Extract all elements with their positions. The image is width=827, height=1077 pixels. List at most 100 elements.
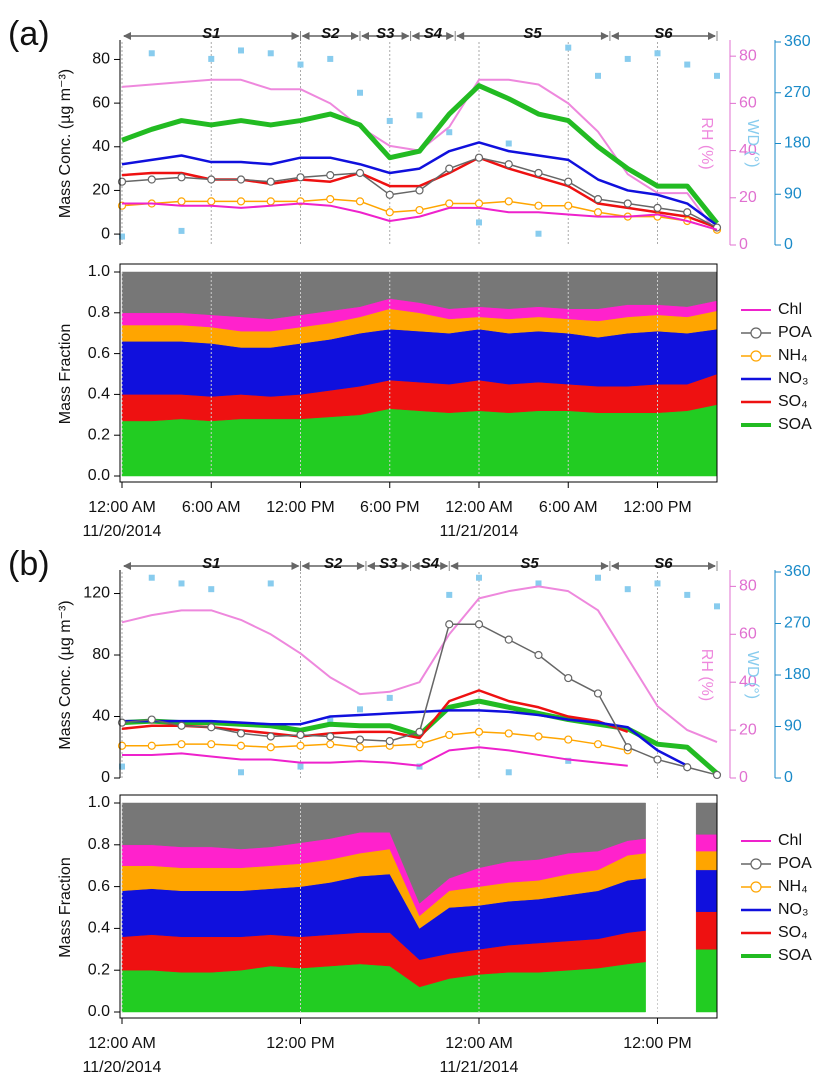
legend-label: SOA [778, 416, 812, 433]
legend-label: NO₃ [778, 370, 809, 387]
arrow-head [600, 32, 609, 40]
marker [355, 197, 365, 206]
y-axis-label: Mass Fraction [57, 857, 74, 957]
marker [593, 689, 603, 698]
legend-label: NH₄ [778, 347, 808, 364]
marker [653, 203, 662, 212]
marker [564, 177, 573, 186]
y-tick-label: 60 [92, 94, 110, 111]
y3-tick-label: 90 [784, 718, 802, 735]
period-label: S6 [654, 555, 673, 572]
marker [207, 723, 216, 732]
wd-point [119, 233, 125, 240]
marker [355, 168, 365, 178]
y-tick-label: 80 [92, 646, 110, 663]
y3-tick-label: 180 [784, 135, 811, 152]
y-tick-label: 0.8 [88, 304, 110, 321]
y-tick-label: 0.2 [88, 961, 110, 978]
y-tick-label: 0.8 [88, 836, 110, 853]
marker [474, 153, 484, 162]
y-axis-label: Mass Fraction [57, 324, 74, 424]
marker [474, 620, 484, 629]
marker [504, 197, 513, 206]
fraction-area [695, 911, 718, 950]
arrow-head [610, 32, 619, 40]
arrow-head [366, 562, 375, 570]
marker [415, 205, 424, 215]
arrow-head [600, 562, 609, 570]
y2-tick-label: 20 [739, 721, 757, 738]
marker [712, 770, 722, 780]
marker [207, 175, 216, 184]
arrow-head [401, 562, 410, 570]
wd-point [208, 586, 215, 593]
wd-point [714, 603, 720, 610]
marker [207, 740, 216, 749]
legend-label: Chl [778, 301, 802, 318]
period-label: S6 [654, 25, 673, 42]
marker [326, 740, 335, 749]
fraction-area [695, 869, 718, 912]
wd-point [535, 580, 542, 587]
x-tick-label: 12:00 PM [623, 499, 691, 516]
marker [445, 730, 454, 740]
wd-point [624, 55, 631, 62]
wd-point [327, 717, 334, 724]
fraction-area [121, 802, 646, 904]
arrow-head [301, 562, 310, 570]
x-tick-label: 6:00 AM [182, 499, 241, 516]
marker [445, 199, 454, 208]
period-label: S1 [202, 25, 220, 42]
wd-point [684, 591, 691, 598]
marker [236, 175, 246, 184]
marker [266, 732, 275, 741]
y-tick-label: 0.0 [88, 467, 110, 484]
x-tick-label: 12:00 AM [88, 1035, 156, 1052]
legend-label: POA [778, 324, 812, 341]
wd-point [357, 706, 363, 713]
wd-point [148, 50, 155, 57]
marker [474, 727, 484, 736]
period-label: S3 [376, 25, 395, 42]
x-tick-label: 12:00 PM [623, 1035, 691, 1052]
y-tick-label: 0.4 [88, 920, 110, 937]
y-tick-label: 0 [101, 225, 110, 242]
period-label: S4 [421, 555, 440, 572]
series-line [121, 83, 719, 225]
x-tick-label: 6:00 PM [360, 499, 420, 516]
marker [355, 743, 365, 752]
marker [564, 735, 573, 744]
wd-point [119, 763, 125, 770]
marker [147, 715, 156, 724]
marker [207, 197, 216, 206]
x-tick-label: 12:00 AM [445, 1035, 513, 1052]
wd-point [446, 591, 453, 598]
panel-label: (a) [8, 15, 50, 53]
wd-point [446, 129, 453, 136]
series-line [122, 746, 628, 767]
arrow-head [610, 562, 619, 570]
marker [564, 673, 573, 683]
y2-tick-label: 0 [739, 769, 748, 786]
marker [296, 173, 305, 182]
wd-point [565, 757, 572, 764]
period-label: S5 [523, 25, 542, 42]
y2-axis-label: RH (%) [698, 649, 715, 701]
y3-tick-label: 270 [784, 84, 811, 101]
legend-marker [750, 858, 762, 870]
legend-marker [750, 350, 762, 362]
wd-point [267, 50, 274, 57]
period-label: S5 [520, 555, 539, 572]
y2-tick-label: 0 [739, 236, 748, 253]
wd-point [148, 574, 155, 581]
plot-frame [119, 263, 718, 483]
wd-point [624, 586, 631, 593]
y2-tick-label: 80 [739, 578, 757, 595]
marker [593, 195, 603, 204]
wd-point [327, 55, 334, 62]
y2-tick-label: 80 [739, 47, 757, 64]
arrow-head [708, 562, 716, 570]
legend-label: SOA [778, 947, 812, 964]
wd-point [654, 580, 661, 587]
wd-point [178, 227, 185, 234]
